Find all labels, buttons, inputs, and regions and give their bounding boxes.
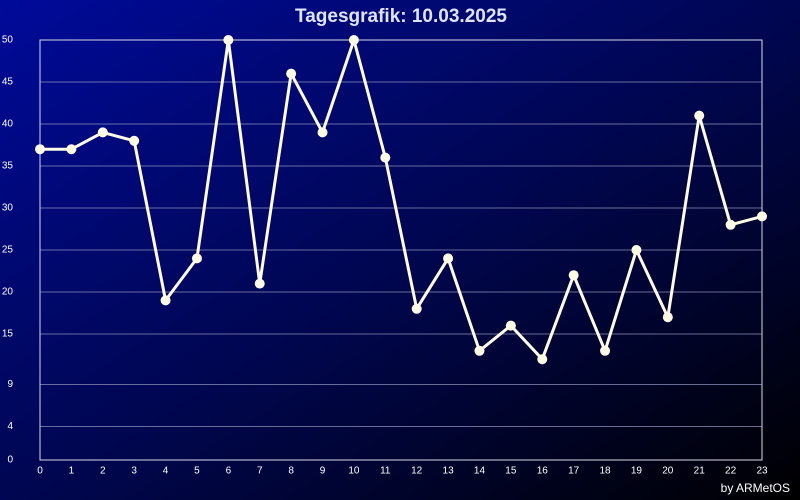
point	[662, 312, 673, 323]
point	[286, 68, 297, 79]
y-tick-label: 45	[2, 77, 14, 88]
point	[191, 253, 202, 264]
point	[537, 354, 548, 365]
point	[254, 278, 265, 289]
x-tick-label: 2	[100, 466, 106, 477]
point	[505, 320, 516, 331]
x-tick-label: 10	[348, 466, 360, 477]
x-tick-label: 22	[725, 466, 737, 477]
x-tick-label: 17	[568, 466, 580, 477]
point	[631, 245, 642, 255]
y-tick-label: 50	[2, 35, 14, 46]
y-tick-label: 20	[2, 287, 14, 298]
point	[474, 345, 485, 356]
point	[35, 144, 45, 155]
x-tick-label: 16	[537, 466, 549, 477]
footer: by ARMetOS	[721, 481, 790, 495]
point	[66, 144, 77, 155]
point	[129, 135, 140, 146]
x-tick-label: 6	[226, 466, 232, 477]
x-tick-label: 14	[474, 466, 486, 477]
x-tick-label: 12	[411, 466, 423, 477]
x-tick-label: 18	[599, 466, 611, 477]
x-tick-label: 1	[69, 466, 75, 477]
x-tick-label: 0	[37, 466, 43, 477]
y-tick-label: 40	[2, 119, 14, 130]
point	[223, 35, 234, 45]
x-tick-label: 19	[631, 466, 643, 477]
y-tick-label: 25	[2, 245, 14, 256]
point	[443, 253, 454, 264]
x-tick-label: 13	[443, 466, 455, 477]
x-tick-label: 20	[662, 466, 674, 477]
chart-title: Tagesgrafik: 10.03.2025	[295, 6, 507, 27]
x-tick-label: 11	[380, 466, 391, 477]
y-tick-label: 30	[2, 203, 14, 214]
x-tick-label: 7	[257, 466, 263, 477]
point	[568, 270, 579, 281]
x-tick-label: 23	[756, 466, 768, 477]
point	[160, 295, 171, 306]
y-tick-label: 15	[2, 329, 14, 340]
point	[757, 211, 767, 222]
plot-border	[39, 39, 763, 461]
x-tick-label: 21	[694, 466, 706, 477]
point	[380, 152, 391, 163]
point	[600, 345, 611, 356]
x-tick-label: 3	[131, 466, 137, 477]
point	[694, 110, 705, 121]
point	[317, 127, 328, 138]
y-tick-label: 35	[2, 161, 14, 172]
line	[40, 38, 763, 361]
point	[348, 35, 359, 45]
point	[411, 303, 422, 314]
x-tick-label: 5	[194, 466, 200, 477]
x-tick-label: 15	[505, 466, 517, 477]
x-tick-label: 4	[163, 466, 169, 477]
y-tick-label: 4	[7, 421, 13, 432]
point	[97, 127, 108, 138]
y-tick-label: 9	[7, 379, 13, 390]
y-tick-label: 0	[7, 455, 13, 466]
point	[725, 219, 736, 230]
x-tick-label: 8	[288, 466, 294, 477]
x-tick-label: 9	[320, 466, 326, 477]
